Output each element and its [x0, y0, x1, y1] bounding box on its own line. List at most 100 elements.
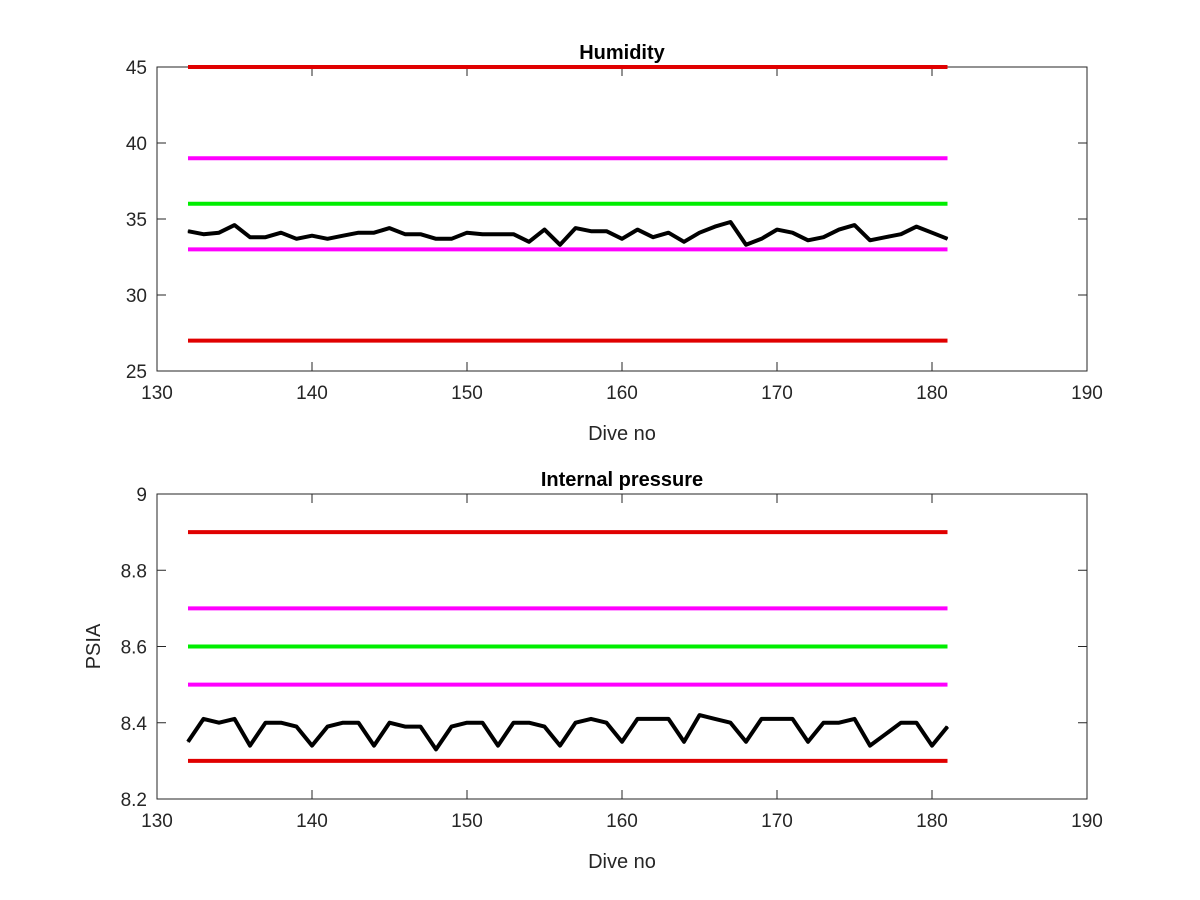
x-axis-label: Dive no — [588, 423, 656, 445]
data-point — [327, 726, 328, 728]
data-point — [776, 229, 778, 231]
data-point — [513, 233, 514, 235]
data-point — [420, 233, 421, 235]
x-tick-label: 140 — [296, 383, 328, 404]
data-point — [637, 229, 638, 231]
data-point — [745, 741, 747, 743]
data-point — [761, 238, 762, 240]
data-point — [637, 718, 638, 720]
data-point — [807, 741, 809, 743]
x-tick-label: 160 — [606, 811, 638, 832]
data-point — [203, 718, 204, 720]
y-tick-label: 35 — [126, 210, 147, 231]
y-tick-label: 45 — [126, 58, 147, 79]
y-tick-label: 40 — [126, 134, 147, 155]
data-point — [838, 722, 840, 724]
data-point — [280, 722, 282, 724]
data-point — [342, 722, 344, 724]
data-point — [854, 718, 855, 720]
data-point — [466, 232, 468, 234]
y-tick-label: 9 — [136, 485, 147, 506]
data-point — [187, 230, 189, 232]
x-tick-label: 140 — [296, 811, 328, 832]
data-point — [668, 232, 669, 234]
data-point — [311, 235, 313, 237]
data-point — [528, 722, 530, 724]
data-point — [621, 741, 623, 743]
data-point — [823, 236, 824, 238]
data-point — [482, 233, 483, 235]
x-tick-label: 150 — [451, 811, 483, 832]
data-point — [513, 722, 514, 724]
data-point — [683, 741, 685, 743]
data-point — [931, 745, 933, 747]
axes-box — [156, 66, 1088, 372]
y-tick-label: 8.6 — [121, 638, 147, 659]
data-point — [652, 718, 654, 720]
data-point — [451, 238, 452, 240]
data-point — [776, 718, 778, 720]
data-point — [792, 232, 793, 234]
data-point — [435, 238, 437, 240]
x-tick-label: 180 — [916, 383, 948, 404]
y-tick-label: 25 — [126, 362, 147, 383]
data-point — [203, 233, 204, 235]
data-point — [497, 233, 499, 235]
subplot-2: 130 140 150 160 170 180 190 8.2 8.4 8.6 8.8 9 Intern… — [83, 469, 1103, 873]
data-point — [249, 236, 251, 238]
data-point — [916, 226, 917, 228]
data-point — [234, 718, 235, 720]
data-point — [823, 722, 824, 724]
data-point — [838, 229, 840, 231]
data-point — [714, 226, 716, 228]
plot-title: Internal pressure — [541, 469, 703, 491]
data-point — [885, 733, 886, 735]
data-point — [528, 241, 530, 243]
data-point — [358, 722, 359, 724]
data-point — [389, 722, 390, 724]
data-point — [730, 221, 731, 223]
y-tick-label: 8.4 — [121, 714, 148, 735]
data-point — [296, 238, 297, 240]
data-point — [792, 718, 793, 720]
data-point — [544, 726, 545, 728]
data-point — [218, 232, 220, 234]
data-point — [435, 748, 437, 750]
data-point — [683, 241, 685, 243]
data-point — [265, 236, 266, 238]
data-point — [575, 227, 576, 229]
data-point — [373, 745, 375, 747]
plot-title: Humidity — [579, 42, 665, 64]
x-tick-label: 190 — [1071, 383, 1103, 404]
data-point — [854, 224, 855, 226]
data-point — [590, 718, 592, 720]
data-point — [621, 238, 623, 240]
x-tick-label: 170 — [761, 811, 793, 832]
data-point — [947, 726, 948, 728]
data-point — [389, 227, 390, 229]
data-point — [869, 745, 871, 747]
data-point — [404, 726, 406, 728]
data-point — [916, 722, 917, 724]
x-tick-label: 150 — [451, 383, 483, 404]
y-tick-label: 30 — [126, 286, 147, 307]
data-point — [311, 745, 313, 747]
data-point — [652, 236, 654, 238]
data-point — [559, 244, 561, 246]
data-point — [358, 232, 359, 234]
data-point — [590, 230, 592, 232]
x-tick-label: 170 — [761, 383, 793, 404]
data-point — [373, 232, 375, 234]
subplot-1: 130 140 150 160 170 180 190 25 30 35 40 45 Humidity D… — [126, 42, 1103, 445]
data-point — [714, 718, 716, 720]
data-point — [218, 722, 220, 724]
x-tick-label: 160 — [606, 383, 638, 404]
data-point — [900, 722, 902, 724]
data-point — [900, 233, 902, 235]
data-point — [296, 726, 297, 728]
x-tick-label: 130 — [141, 383, 173, 404]
data-point — [730, 722, 731, 724]
data-point — [699, 232, 700, 234]
data-point — [885, 236, 886, 238]
